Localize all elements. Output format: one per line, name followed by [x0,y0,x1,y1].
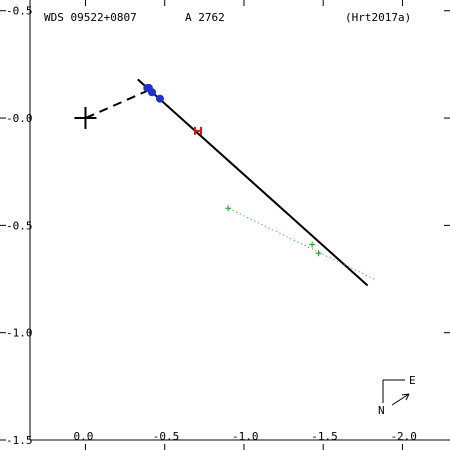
blue-measure-point [155,94,164,103]
compass: N E [378,374,416,417]
reference: (Hrt2017a) [345,11,411,24]
x-tick-label: 0.0 [73,430,93,443]
plot-frame [30,0,450,440]
dashed-line [85,89,150,119]
y-tick-label: -0.0 [6,112,33,125]
marks [74,78,375,287]
discoverer-code: A 2762 [185,11,225,24]
y-tick-label: -1.0 [6,327,33,340]
y-tick-label: -0.5 [6,219,33,232]
green-measure-point [225,205,232,212]
compass-arrowhead [401,393,410,401]
y-tick-label: -0.5 [6,5,33,18]
green-measure-point [315,250,322,257]
compass-n-label: N [378,404,385,417]
compass-arrow [391,393,410,406]
x-tick-label: -0.5 [153,430,180,443]
x-tick-label: -1.0 [232,430,259,443]
wds-id: WDS 09522+0807 [44,11,137,24]
compass-e-label: E [409,374,416,387]
green-measure-point [309,241,316,248]
orbit-line [137,78,369,287]
y-tick-label: -1.5 [6,434,33,447]
x-tick-label: -1.5 [311,430,338,443]
primary-star-marker [74,107,97,130]
x-tick-label: -2.0 [390,430,417,443]
red-measure-point [194,126,202,135]
blue-measure-point [143,84,152,92]
